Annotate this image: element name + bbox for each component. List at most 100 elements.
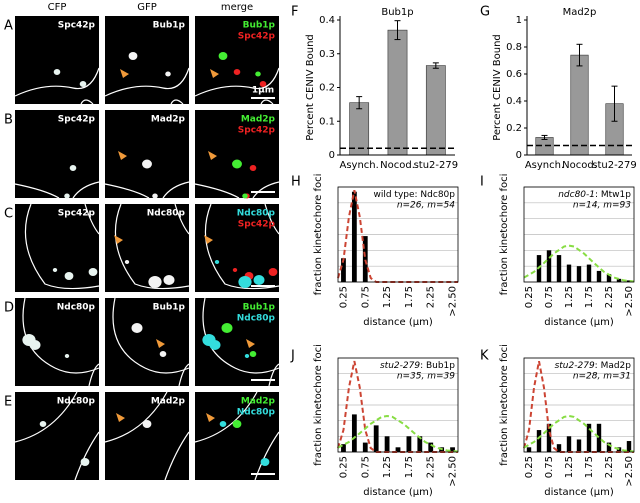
column-header: merge xyxy=(221,2,253,13)
histogram-bar xyxy=(373,425,379,452)
panel-letter: H xyxy=(291,175,301,190)
channel-label: Spc42p xyxy=(58,115,96,125)
merge-label: Ndc80p xyxy=(237,209,276,219)
micrograph-field xyxy=(195,16,279,104)
spot xyxy=(232,159,242,169)
histogram-bar xyxy=(616,278,622,282)
cell-outline xyxy=(162,181,190,199)
spot xyxy=(64,354,70,358)
x-tick-label: >2.50 xyxy=(448,286,459,317)
error-bar xyxy=(541,134,548,140)
cell-outline xyxy=(268,363,280,387)
sample-counts: n=14, m=93 xyxy=(573,201,631,211)
x-tick-label: 1.25 xyxy=(564,456,575,478)
cell-outline xyxy=(104,67,190,97)
histogram-bar xyxy=(546,423,552,452)
scale-bar-label: 1µm xyxy=(252,86,274,96)
histogram-bar xyxy=(536,430,542,452)
x-tick-label: 0.75 xyxy=(360,286,371,308)
spot xyxy=(268,268,278,276)
annotation-text: wild type: Ndc80p xyxy=(374,190,456,200)
histogram-bar xyxy=(526,447,532,452)
bar xyxy=(570,54,589,156)
cell-outline xyxy=(88,363,100,387)
micrograph: Bub1p xyxy=(105,297,190,387)
arrowhead xyxy=(210,69,219,78)
arrowhead xyxy=(156,339,165,348)
arrowhead xyxy=(114,235,123,244)
histogram-bar xyxy=(606,442,612,452)
panel-letter: A xyxy=(4,19,13,34)
arrowhead xyxy=(206,413,215,422)
micrograph: Mad2p xyxy=(104,110,190,199)
y-axis-label: Percent CENIV Bound xyxy=(492,34,503,141)
plot-frame xyxy=(337,186,459,283)
micrograph-field xyxy=(195,204,279,292)
histogram-bar xyxy=(351,191,357,282)
axes xyxy=(526,16,632,156)
micrograph-field xyxy=(105,392,189,480)
spot xyxy=(69,165,77,171)
histogram-bar xyxy=(546,250,552,282)
fit-curve xyxy=(337,414,459,453)
merge-label: Bub1p xyxy=(243,303,276,313)
spot xyxy=(52,268,58,272)
histogram-bar xyxy=(556,255,562,282)
y-axis-label: fraction kinetochore foci xyxy=(499,174,510,296)
x-tick-label: 0.25 xyxy=(524,456,535,478)
y-tick-label: 0.4 xyxy=(506,96,522,107)
cell-outline xyxy=(104,183,150,199)
arrowhead xyxy=(208,151,217,160)
merge-label: Spc42p xyxy=(238,220,276,230)
channel-label: Ndc80p xyxy=(147,209,186,219)
axes xyxy=(339,16,455,156)
histogram-bar xyxy=(450,447,455,452)
micrograph-field xyxy=(105,204,189,292)
histogram-bar xyxy=(626,441,632,452)
merge-label: Bub1p xyxy=(243,21,276,31)
panel-letter: B xyxy=(4,113,13,128)
micrograph-field xyxy=(15,16,99,104)
annotation-text: : Mad2p xyxy=(595,361,632,371)
cell-outline xyxy=(14,183,60,199)
y-axis-label: Percent CENIV Bound xyxy=(305,34,316,141)
cell-outline xyxy=(114,203,190,290)
cell-outline xyxy=(14,391,78,443)
plot-frame xyxy=(523,186,635,283)
sample-counts: n=28, m=31 xyxy=(573,372,631,382)
cell-outline xyxy=(252,181,280,199)
error-bar xyxy=(611,85,618,122)
plot-frame xyxy=(523,357,635,453)
histogram-bar xyxy=(606,274,612,282)
channel-label: Mad2p xyxy=(151,397,186,407)
column-header: GFP xyxy=(137,2,157,13)
x-tick-label: 1.75 xyxy=(404,456,415,478)
channel-label: Ndc80p xyxy=(57,397,96,407)
merge-label: Spc42p xyxy=(238,32,276,42)
y-tick-label: 0.8 xyxy=(506,42,522,53)
micrograph-field xyxy=(105,298,189,386)
panel-letter: K xyxy=(480,349,489,364)
cell-outline xyxy=(194,183,240,199)
spot xyxy=(29,340,41,350)
error-bar xyxy=(356,96,363,110)
cell-outline xyxy=(14,67,100,97)
spot xyxy=(233,69,241,75)
histogram-bar xyxy=(417,436,423,452)
y-tick-label: 0.3 xyxy=(319,49,335,60)
channel-label: Bub1p xyxy=(153,21,186,31)
histogram-bar xyxy=(596,270,602,282)
spot xyxy=(209,340,221,350)
micrograph-field xyxy=(15,204,99,292)
bar xyxy=(387,29,408,156)
arrowhead xyxy=(120,69,129,78)
x-tick-label: >2.50 xyxy=(624,286,635,317)
histogram-bar xyxy=(362,236,368,282)
merge-label: Mad2p xyxy=(241,115,276,125)
spot xyxy=(218,52,228,60)
cell-outline xyxy=(264,203,280,235)
spot xyxy=(128,52,138,60)
